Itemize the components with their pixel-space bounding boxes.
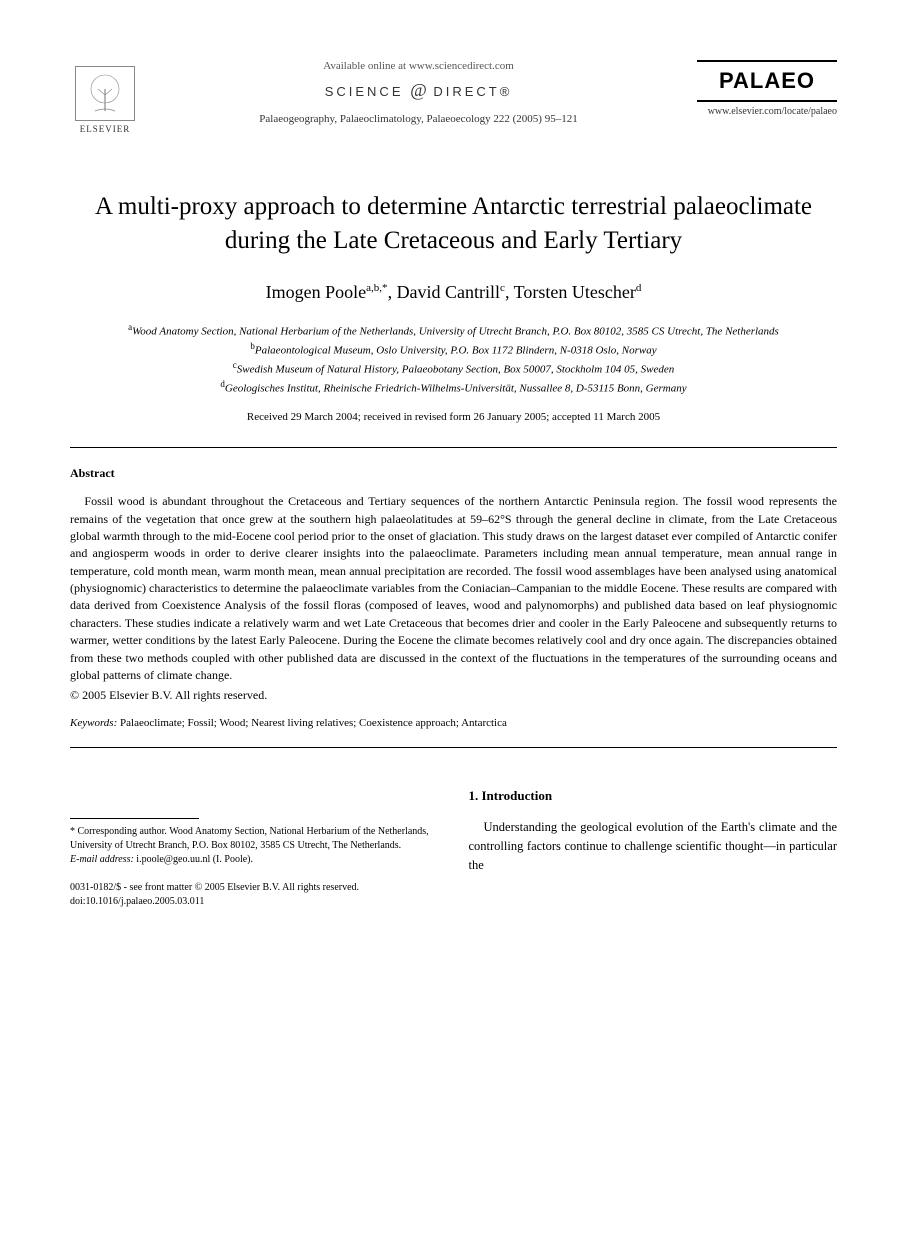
- author-3-aff: d: [636, 282, 642, 294]
- journal-brand-box: PALAEO www.elsevier.com/locate/palaeo: [697, 60, 837, 117]
- page-header: ELSEVIER Available online at www.science…: [70, 60, 837, 140]
- divider-rule-2: [70, 747, 837, 748]
- sd-word1: SCIENCE: [325, 84, 404, 99]
- corresponding-email: E-mail address: i.poole@geo.uu.nl (I. Po…: [70, 853, 439, 867]
- divider-rule: [70, 447, 837, 448]
- abstract-heading: Abstract: [70, 466, 837, 481]
- corr-rule: [70, 818, 199, 825]
- affiliation-a: aWood Anatomy Section, National Herbariu…: [70, 321, 837, 340]
- authors-line: Imogen Poolea,b,*, David Cantrillc, Tors…: [70, 282, 837, 303]
- available-online-text: Available online at www.sciencedirect.co…: [160, 60, 677, 72]
- abstract-body: Fossil wood is abundant throughout the C…: [70, 493, 837, 684]
- footer-issn: 0031-0182/$ - see front matter © 2005 El…: [70, 881, 439, 895]
- journal-citation: Palaeogeography, Palaeoclimatology, Pala…: [160, 113, 677, 125]
- introduction-heading: 1. Introduction: [469, 788, 838, 804]
- author-1-aff: a,b,*: [366, 282, 387, 294]
- email-value: i.poole@geo.uu.nl (I. Poole).: [136, 854, 253, 865]
- affiliation-b: bPalaeontological Museum, Oslo Universit…: [70, 340, 837, 359]
- science-direct-logo: SCIENCE @ DIRECT®: [160, 80, 677, 101]
- right-column: 1. Introduction Understanding the geolog…: [469, 788, 838, 909]
- two-column-section: * Corresponding author. Wood Anatomy Sec…: [70, 788, 837, 909]
- affiliation-c: cSwedish Museum of Natural History, Pala…: [70, 359, 837, 378]
- footer-doi: doi:10.1016/j.palaeo.2005.03.011: [70, 895, 439, 909]
- introduction-body: Understanding the geological evolution o…: [469, 818, 838, 874]
- journal-url: www.elsevier.com/locate/palaeo: [697, 106, 837, 117]
- article-title: A multi-proxy approach to determine Anta…: [90, 190, 817, 258]
- sd-word2: DIRECT®: [433, 84, 512, 99]
- author-2: David Cantrill: [397, 282, 500, 302]
- keywords-line: Keywords: Palaeoclimate; Fossil; Wood; N…: [70, 717, 837, 729]
- sd-at-icon: @: [410, 80, 427, 100]
- palaeo-box: PALAEO: [697, 60, 837, 102]
- author-2-aff: c: [500, 282, 505, 294]
- email-label: E-mail address:: [70, 854, 134, 865]
- elsevier-logo: ELSEVIER: [70, 60, 140, 140]
- elsevier-tree-icon: [75, 66, 135, 121]
- corresponding-author-note: * Corresponding author. Wood Anatomy Sec…: [70, 825, 439, 853]
- affiliation-d: dGeologisches Institut, Rheinische Fried…: [70, 378, 837, 397]
- author-3: Torsten Utescher: [514, 282, 636, 302]
- palaeo-brand: PALAEO: [701, 68, 833, 94]
- keywords-list: Palaeoclimate; Fossil; Wood; Nearest liv…: [120, 717, 507, 729]
- copyright-line: © 2005 Elsevier B.V. All rights reserved…: [70, 688, 837, 703]
- article-dates: Received 29 March 2004; received in revi…: [70, 411, 837, 423]
- left-column: * Corresponding author. Wood Anatomy Sec…: [70, 788, 439, 909]
- author-1: Imogen Poole: [266, 282, 367, 302]
- affiliations-block: aWood Anatomy Section, National Herbariu…: [70, 321, 837, 398]
- header-center: Available online at www.sciencedirect.co…: [140, 60, 697, 125]
- keywords-label: Keywords:: [70, 717, 117, 729]
- elsevier-name: ELSEVIER: [80, 124, 131, 134]
